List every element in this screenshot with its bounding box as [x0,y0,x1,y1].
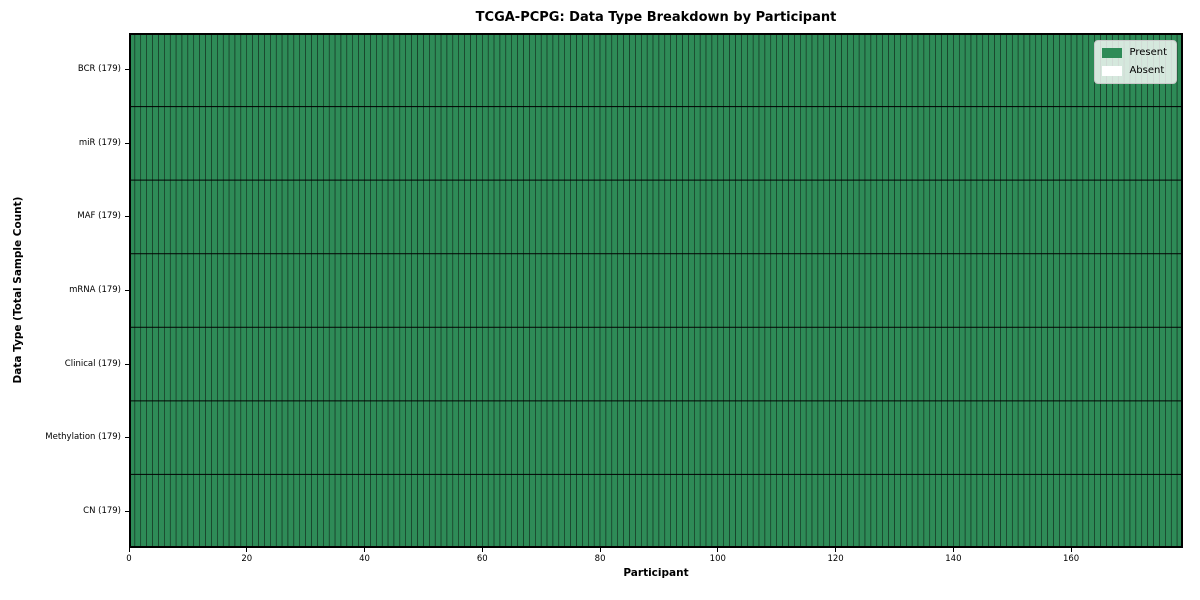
legend-item-present: Present [1102,47,1167,59]
x-axis-title: Participant [623,567,689,579]
y-tick-mark [125,216,129,218]
y-tick-label: BCR (179) [77,64,121,75]
y-tick-mark [125,437,129,439]
y-tick-label: Clinical (179) [64,358,121,369]
x-tick-mark [246,548,248,552]
x-tick-label: 120 [827,554,844,564]
x-tick-mark [717,548,719,552]
legend: Present Absent [1094,40,1177,84]
legend-label-absent: Absent [1129,65,1165,76]
y-tick-mark [125,363,129,365]
x-tick-label: 20 [241,554,253,564]
y-tick-label: mRNA (179) [69,285,121,295]
legend-label-present: Present [1129,47,1167,58]
x-tick-label: 60 [476,554,488,564]
y-tick-label: CN (179) [83,505,121,516]
chart-title: TCGA-PCPG: Data Type Breakdown by Partic… [475,10,837,25]
x-tick-mark [835,548,837,552]
x-tick-mark [481,548,483,552]
x-tick-mark [128,548,130,552]
x-tick-label: 160 [1062,554,1080,564]
x-tick-mark [1070,548,1072,552]
y-tick-label: Methylation (179) [45,432,121,443]
x-tick-label: 0 [126,554,132,564]
legend-swatch-absent [1102,66,1123,76]
y-tick-mark [125,510,129,512]
x-tick-label: 100 [709,554,726,564]
x-tick-label: 40 [359,554,370,564]
x-tick-label: 140 [945,554,962,564]
heatmap-cells [129,33,1183,548]
y-tick-mark [125,142,129,144]
heatmap-plot [129,33,1183,548]
x-tick-mark [952,548,954,552]
x-tick-mark [364,548,365,552]
x-tick-mark [599,548,601,552]
legend-item-absent: Absent [1102,65,1167,77]
legend-swatch-present [1102,48,1123,58]
y-tick-label: miR (179) [78,137,121,148]
y-tick-mark [125,290,129,291]
y-tick-label: MAF (179) [77,211,121,222]
y-tick-mark [125,69,129,71]
x-tick-label: 80 [594,554,606,564]
